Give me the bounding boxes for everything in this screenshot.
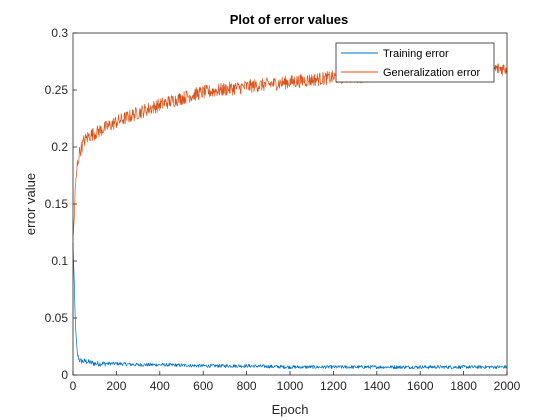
chart-title: Plot of error values	[230, 12, 348, 27]
x-axis-label: Epoch	[272, 402, 309, 417]
x-tick-label: 1000	[277, 379, 304, 393]
series-generalization-error	[72, 62, 508, 237]
y-tick-label: 0.3	[51, 26, 68, 40]
x-tick-label: 200	[106, 379, 126, 393]
x-tick-label: 2000	[494, 379, 521, 393]
x-tick-label: 400	[150, 379, 170, 393]
series-layer	[72, 62, 508, 370]
x-tick-label: 600	[193, 379, 213, 393]
y-tick-label: 0	[61, 368, 68, 382]
series-training-error	[72, 243, 508, 370]
legend-box	[335, 42, 495, 83]
x-tick-label: 0	[70, 379, 77, 393]
y-tick-label: 0.25	[45, 83, 69, 97]
x-tick-label: 1600	[407, 379, 434, 393]
legend-label-generalization: Generalization error	[383, 67, 481, 79]
x-tick-label: 1800	[450, 379, 477, 393]
y-tick-label: 0.05	[45, 311, 69, 325]
y-tick-label: 0.1	[51, 254, 68, 268]
x-tick-label: 800	[237, 379, 257, 393]
legend: Training error Generalization error	[335, 42, 495, 83]
x-axis-ticks: 0 200 400 600 800 1000 1200 1400 1600 1800 2000	[70, 371, 521, 393]
y-axis-ticks: 0 0.05 0.1 0.15 0.2 0.25 0.3	[45, 26, 77, 382]
y-axis-label: error value	[23, 173, 38, 235]
y-tick-label: 0.2	[51, 140, 68, 154]
y-tick-label: 0.15	[45, 197, 69, 211]
x-tick-label: 1200	[320, 379, 347, 393]
x-tick-label: 1400	[363, 379, 390, 393]
legend-label-training: Training error	[383, 48, 449, 60]
